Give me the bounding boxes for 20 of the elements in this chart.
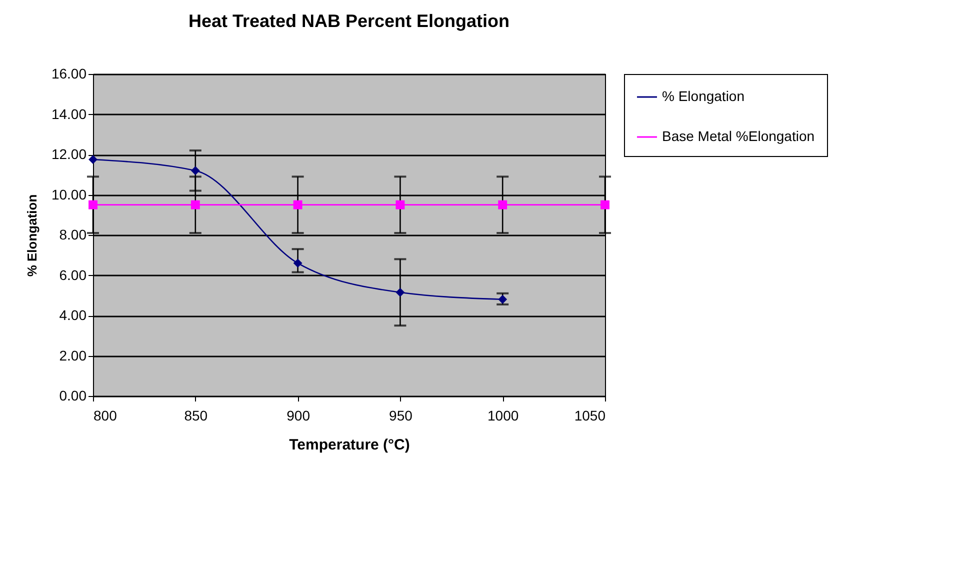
- y-tick-label: 16.00: [51, 66, 87, 82]
- legend-label: % Elongation: [662, 88, 745, 104]
- y-tick-label: 8.00: [59, 226, 87, 242]
- x-tick-label: 1000: [488, 408, 519, 424]
- x-tick-label: 800: [94, 408, 118, 424]
- y-tick-label: 2.00: [59, 347, 87, 364]
- y-tick-label: 4.00: [59, 307, 87, 323]
- y-axis-title: % Elongation: [24, 194, 40, 277]
- y-tick-label: 10.00: [51, 186, 87, 202]
- y-tick-label: 6.00: [59, 266, 87, 283]
- x-tick-label: 900: [286, 408, 310, 424]
- x-tick-label: 1050: [574, 408, 606, 424]
- x-tick-label: 850: [184, 408, 208, 424]
- chart-title: Heat Treated NAB Percent Elongation: [188, 11, 510, 31]
- x-axis-title: Temperature (°C): [289, 436, 410, 454]
- x-tick-label: 950: [389, 408, 413, 424]
- y-tick-label: 12.00: [51, 146, 87, 162]
- y-tick-label: 14.00: [51, 106, 87, 122]
- legend-label: Base Metal %Elongation: [662, 128, 815, 144]
- y-tick-label: 0.00: [59, 388, 87, 404]
